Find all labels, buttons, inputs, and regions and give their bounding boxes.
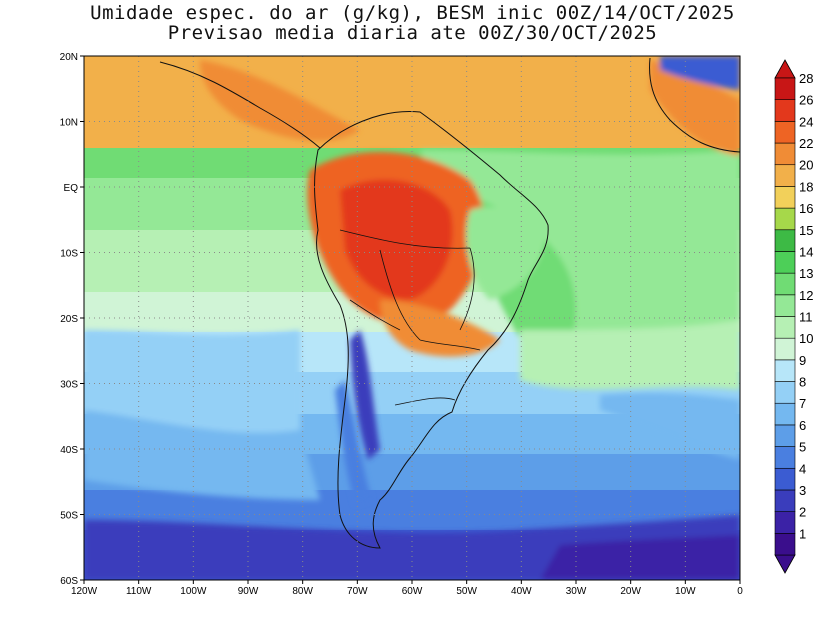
colorbar-min-arrow — [774, 554, 796, 574]
lon-label: 90W — [238, 586, 259, 597]
colorbar-label: 28 — [799, 71, 813, 86]
colorbar-swatch — [774, 424, 796, 447]
colorbar-label: 22 — [799, 136, 813, 151]
colorbar-label: 8 — [799, 375, 806, 390]
lon-label: 100W — [180, 586, 207, 597]
colorbar-swatch — [774, 467, 796, 491]
lon-label: 10W — [675, 586, 696, 597]
colorbar-swatch — [774, 511, 796, 534]
colorbar-swatch — [774, 77, 796, 100]
lat-label: 10N — [60, 118, 78, 129]
colorbar-swatch — [774, 381, 796, 404]
colorbar-label: 16 — [799, 201, 813, 216]
map-title: Umidade espec. do ar (g/kg), BESM inic 0… — [90, 2, 735, 24]
colorbar-label: 3 — [799, 483, 806, 498]
lat-label: 50S — [60, 511, 78, 522]
lat-label: EQ — [64, 183, 79, 194]
colorbar-label: 24 — [799, 114, 813, 129]
lat-label: 10S — [60, 249, 78, 260]
colorbar-label: 18 — [799, 179, 813, 194]
colorbar-swatch — [774, 164, 796, 187]
colorbar-swatch — [774, 142, 796, 166]
colorbar-label: 26 — [799, 93, 813, 108]
lon-label: 60W — [402, 586, 423, 597]
colorbar-swatch — [774, 186, 796, 209]
colorbar-label: 6 — [799, 418, 806, 433]
colorbar-swatch — [774, 207, 796, 231]
colorbar-label: 12 — [799, 288, 813, 303]
colorbar-swatch — [774, 229, 796, 252]
colorbar-label: 1 — [799, 526, 806, 541]
colorbar-label: 10 — [799, 331, 813, 346]
lon-label: 50W — [456, 586, 477, 597]
colorbar-swatch — [774, 99, 796, 122]
lon-label: 20W — [620, 586, 641, 597]
colorbar-label: 20 — [799, 158, 813, 173]
map-subtitle: Previsao media diaria ate 00Z/30/OCT/202… — [167, 22, 658, 44]
colorbar-label: 2 — [799, 505, 806, 520]
south-america-coastline — [314, 110, 549, 549]
colorbar-swatch — [774, 337, 796, 361]
colorbar-swatch — [774, 446, 796, 469]
lon-label: 80W — [292, 586, 313, 597]
colorbar-swatch — [774, 121, 796, 144]
colorbar-label: 4 — [799, 461, 806, 476]
lon-label: 30W — [566, 586, 587, 597]
lon-label: 120W — [71, 586, 98, 597]
colorbar-swatch — [774, 316, 796, 339]
lon-label: 0 — [737, 586, 743, 597]
colorbar-swatch — [774, 489, 796, 512]
lon-label: 70W — [347, 586, 368, 597]
africa-coastline — [649, 57, 740, 153]
colorbar-label: 13 — [799, 266, 813, 281]
lat-label: 40S — [60, 445, 78, 456]
map-frame — [83, 55, 741, 581]
lat-label: 60S — [60, 576, 78, 587]
colorbar-swatch — [774, 533, 796, 556]
lat-label: 20S — [60, 314, 78, 325]
colorbar-swatch — [774, 272, 796, 296]
colorbar-swatch — [774, 294, 796, 317]
colorbar-max-arrow — [774, 59, 796, 79]
colorbar-label: 11 — [799, 310, 813, 325]
colorbar-label: 9 — [799, 353, 806, 368]
colorbar-label: 15 — [799, 223, 813, 238]
country-borders — [339, 229, 481, 406]
lon-label: 110W — [126, 586, 152, 597]
colorbar-label: 7 — [799, 396, 806, 411]
lat-label: 30S — [60, 380, 78, 391]
colorbar-label: 14 — [799, 244, 813, 259]
lat-label: 20N — [60, 52, 78, 63]
lon-label: 40W — [511, 586, 532, 597]
colorbar-label: 5 — [799, 440, 806, 455]
colorbar-swatch — [774, 402, 796, 426]
colorbar-swatch — [774, 359, 796, 382]
central-america-coastline — [159, 61, 321, 149]
colorbar-swatch — [774, 251, 796, 274]
